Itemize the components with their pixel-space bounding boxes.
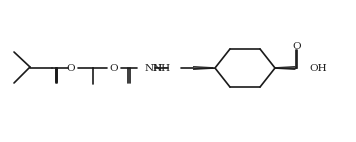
- Text: NH: NH: [145, 63, 163, 73]
- Text: NH: NH: [153, 63, 171, 73]
- Text: O: O: [67, 63, 75, 73]
- Text: OH: OH: [309, 63, 326, 73]
- Text: O: O: [110, 63, 118, 73]
- Text: O: O: [293, 41, 301, 51]
